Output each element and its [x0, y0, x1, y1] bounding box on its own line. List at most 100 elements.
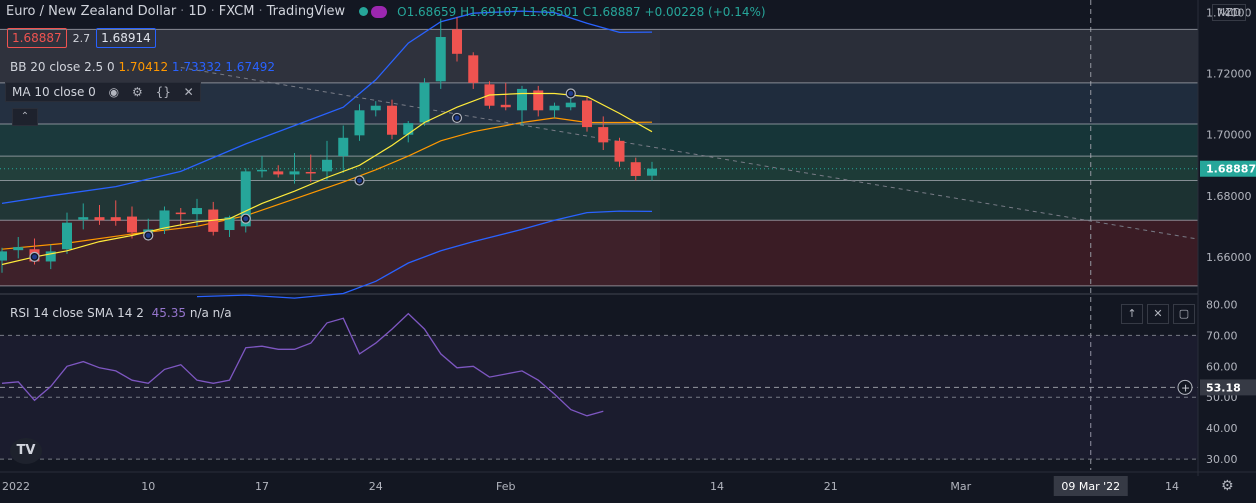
rsi-tick-4: 40.00 — [1206, 422, 1238, 435]
bb-legend[interactable]: BB 20 close 2.5 0 1.70412 1.73332 1.6749… — [10, 60, 275, 74]
time-tick-8: 14 — [1165, 480, 1179, 493]
candle-body-14 — [224, 217, 235, 231]
collapse-legend-button[interactable]: ⌃ — [12, 108, 38, 126]
ma-marker-dot-0 — [32, 254, 37, 260]
candle-body-18 — [289, 171, 300, 175]
rsi-tick-5: 30.00 — [1206, 453, 1238, 466]
buy-price-button[interactable]: 1.68914 — [96, 28, 156, 48]
rsi-sma-value: n/a n/a — [189, 306, 232, 320]
zone-highlight-2 — [0, 124, 660, 156]
candle-body-21 — [338, 137, 349, 157]
time-tick-1: 10 — [141, 480, 155, 493]
interval[interactable]: 1D — [188, 4, 207, 19]
source-code-icon[interactable]: {} — [155, 85, 171, 99]
price-tick-2: 1.70000 — [1206, 129, 1252, 142]
zone-5 — [0, 220, 1198, 286]
price-tick-1: 1.72000 — [1206, 68, 1252, 81]
time-tick-5: 14 — [710, 480, 724, 493]
candles — [0, 17, 657, 273]
close-icon[interactable]: ✕ — [183, 85, 194, 99]
eye-icon[interactable]: ◉ — [108, 85, 120, 99]
crosshair-date-label: 09 Mar '22 — [1061, 480, 1120, 493]
crosshair-date-tag — [1053, 476, 1128, 496]
bb-lower-line — [196, 210, 653, 299]
price-axis-bg — [1198, 0, 1256, 503]
candle-body-39 — [630, 162, 641, 176]
candle-body-38 — [614, 140, 625, 162]
candle-body-28 — [452, 29, 462, 54]
candle-body-1 — [13, 247, 24, 251]
time-axis: 2022101724Feb1421Mar1421Apr09 Mar '22 — [0, 471, 1256, 496]
candle-body-29 — [468, 55, 479, 83]
ma-label: MA 10 close 0 — [12, 85, 96, 99]
price-tick-0: 1.74000 — [1206, 7, 1252, 20]
maximize-pane-icon[interactable]: ▢ — [1173, 304, 1195, 324]
sell-price-button[interactable]: 1.68887 — [7, 28, 67, 48]
delete-pane-icon[interactable]: ✕ — [1147, 304, 1169, 324]
rsi-tick-2: 60.00 — [1206, 360, 1238, 373]
horizontal-levels — [0, 28, 1198, 287]
candle-body-5 — [78, 217, 89, 220]
last-price-label: 1.68887 — [1206, 163, 1256, 176]
candle-body-32 — [517, 88, 527, 111]
ma-marker-dot-5 — [568, 91, 574, 97]
bb-upper-value: 1.73332 — [171, 60, 222, 74]
axes: 1.74000 1.72000 1.70000 1.68000 1.66000 80.00… — [1177, 0, 1256, 503]
time-tick-2: 17 — [255, 480, 269, 493]
open-value: O1.68659 — [397, 4, 457, 19]
time-tick-7: Mar — [950, 480, 971, 493]
rsi-tick-0: 80.00 — [1206, 298, 1238, 311]
candle-body-6 — [94, 217, 105, 221]
rsi-line — [1, 312, 604, 417]
zone-0 — [0, 29, 1198, 83]
tradingview-logo-icon[interactable]: TV — [10, 438, 42, 464]
trendline-dashed — [180, 67, 1256, 250]
ma-marker-dot-4 — [454, 115, 460, 121]
candle-body-31 — [500, 104, 511, 108]
rsi-crosshair-label: 53.18 — [1206, 381, 1241, 394]
ma-legend[interactable]: MA 10 close 0 ◉ ⚙ {} ✕ — [5, 82, 201, 102]
gear-icon[interactable]: ⚙ — [131, 85, 143, 99]
market-open-icon — [359, 7, 369, 16]
price-tick-3: 1.68000 — [1206, 190, 1252, 203]
candle-body-36 — [582, 100, 592, 128]
candle-body-4 — [62, 222, 72, 250]
rsi-value: 45.35 — [151, 306, 187, 320]
symbol-name[interactable]: Euro / New Zealand Dollar — [6, 4, 177, 19]
candle-body-23 — [370, 105, 381, 111]
moving-average — [1, 88, 653, 266]
ohlc-values: O1.68659 H1.69107 L1.68501 C1.68887 +0.0… — [397, 5, 765, 19]
candle-body-27 — [435, 37, 446, 82]
candle-body-35 — [565, 102, 576, 108]
candle-body-16 — [257, 169, 267, 172]
rsi-tick-1: 70.00 — [1206, 329, 1238, 342]
rsi-band — [0, 335, 1198, 460]
candle-body-3 — [45, 251, 56, 262]
candle-body-19 — [305, 171, 316, 174]
settings-gear-icon[interactable]: ⚙ — [1221, 478, 1234, 494]
bb-lower-value: 1.67492 — [225, 60, 275, 74]
candle-body-24 — [387, 105, 397, 135]
add-alert-icon[interactable] — [1177, 379, 1193, 395]
bb-label: BB 20 close 2.5 0 — [10, 60, 115, 74]
last-price-tag — [1200, 160, 1256, 177]
candle-body-7 — [110, 217, 121, 221]
exchange: FXCM — [218, 4, 255, 19]
low-value: L1.68501 — [522, 4, 579, 19]
candle-body-12 — [192, 208, 202, 215]
candle-body-26 — [419, 82, 430, 123]
currency-selector[interactable]: NZD — [1212, 4, 1247, 21]
rsi-pane — [0, 312, 1198, 460]
candle-body-37 — [598, 127, 609, 143]
ma-line — [1, 92, 653, 266]
rsi-legend[interactable]: RSI 14 close SMA 14 2 45.35 n/a n/a — [10, 306, 232, 320]
move-pane-up-icon[interactable]: ↑ — [1121, 304, 1143, 324]
spread-value: 2.7 — [72, 31, 91, 45]
quote-box: 1.68887 2.7 1.68914 — [7, 28, 156, 48]
data-source: TradingView — [266, 4, 346, 19]
time-tick-0: 2022 — [2, 480, 30, 493]
candle-body-11 — [175, 212, 186, 215]
replay-toggle-icon[interactable] — [371, 5, 388, 18]
candle-body-20 — [322, 159, 332, 172]
